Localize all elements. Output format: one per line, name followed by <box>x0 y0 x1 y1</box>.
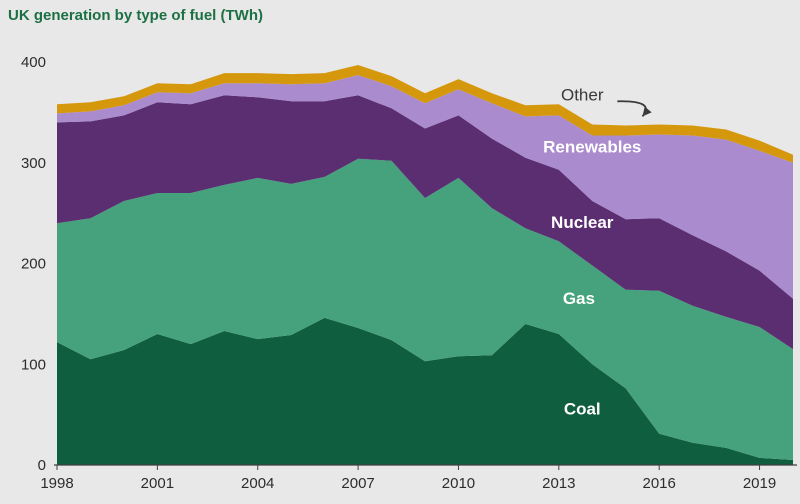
y-tick-label: 300 <box>21 155 46 172</box>
area-coal <box>57 317 793 465</box>
y-tick-label: 200 <box>21 256 46 273</box>
chart-title: UK generation by type of fuel (TWh) <box>8 7 263 24</box>
x-tick-label: 2001 <box>141 475 174 492</box>
other-annotation-arrow <box>617 100 647 117</box>
label-nuclear: Nuclear <box>551 213 614 232</box>
x-tick-label: 2007 <box>341 475 374 492</box>
x-tick-label: 2010 <box>442 475 475 492</box>
y-tick-label: 0 <box>38 457 46 474</box>
x-tick-label: 2013 <box>542 475 575 492</box>
y-tick-label: 100 <box>21 356 46 373</box>
other-annotation-arrowhead <box>642 106 652 117</box>
area-gas <box>57 158 793 460</box>
y-tick-label: 400 <box>21 54 46 71</box>
label-other: Other <box>561 85 604 104</box>
label-renewables: Renewables <box>543 138 641 157</box>
area-renewables <box>57 75 793 299</box>
area-nuclear <box>57 95 793 350</box>
x-tick-label: 2004 <box>241 475 274 492</box>
x-tick-label: 1998 <box>40 475 73 492</box>
label-gas: Gas <box>563 289 595 308</box>
x-tick-label: 2016 <box>642 475 675 492</box>
x-tick-label: 2019 <box>743 475 776 492</box>
label-coal: Coal <box>564 400 601 419</box>
